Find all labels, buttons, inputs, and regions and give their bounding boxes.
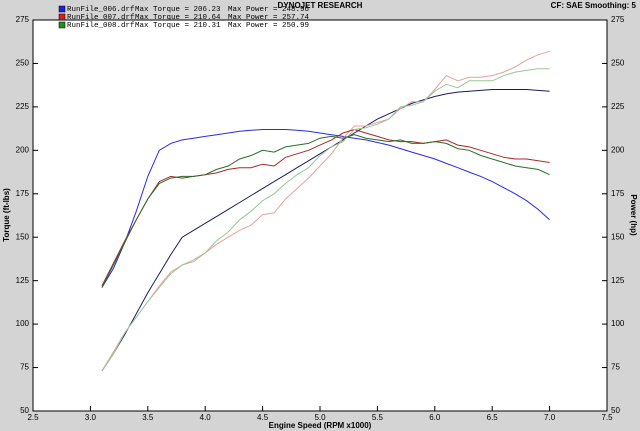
legend-torque: Max Torque = 210.64 — [135, 14, 221, 22]
legend-power: Max Power = 248.96 — [228, 6, 310, 14]
x-tick-label: 2.5 — [27, 413, 39, 422]
power-line — [101, 68, 550, 372]
chart-subtitle: CF: SAE Smoothing: 5 — [551, 1, 637, 10]
y-tick-label: 250 — [16, 59, 30, 68]
x-tick-label: 4.0 — [200, 413, 212, 422]
legend-power: Max Power = 257.74 — [228, 14, 310, 22]
y2-tick-label: 100 — [611, 319, 625, 328]
y-tick-label: 150 — [16, 232, 30, 241]
x-tick-label: 3.5 — [142, 413, 154, 422]
power-line — [101, 50, 550, 372]
y2-tick-label: 150 — [611, 232, 625, 241]
x-tick-label: 6.0 — [429, 413, 441, 422]
legend-torque: Max Torque = 206.23 — [135, 6, 221, 14]
legend-swatch — [58, 5, 66, 13]
y2-axis-title: Power (hp) — [629, 194, 638, 236]
y2-tick-label: 75 — [611, 363, 620, 372]
y-tick-label: 100 — [16, 319, 30, 328]
legend-name: RunFile_006.drf — [67, 6, 135, 14]
x-axis-title: Engine Speed (RPM x1000) — [269, 421, 372, 430]
chart-title: DYNOJET RESEARCH — [278, 1, 363, 10]
y-tick-label: 75 — [20, 363, 29, 372]
x-tick-label: 5.5 — [372, 413, 384, 422]
y-tick-label: 175 — [16, 189, 30, 198]
y2-tick-label: 200 — [611, 145, 625, 154]
x-tick-label: 4.5 — [257, 413, 269, 422]
x-tick-label: 6.5 — [487, 413, 499, 422]
torque-line — [101, 134, 550, 288]
legend-torque: Max Torque = 210.31 — [135, 22, 221, 30]
power-line — [101, 89, 550, 372]
y-tick-label: 275 — [16, 15, 30, 24]
legend-name: RunFile_007.drf — [67, 14, 135, 22]
y2-tick-label: 175 — [611, 189, 625, 198]
x-tick-label: 7.5 — [601, 413, 613, 422]
y-tick-label: 125 — [16, 276, 30, 285]
y2-tick-label: 250 — [611, 59, 625, 68]
y2-tick-label: 275 — [611, 15, 625, 24]
legend-swatch — [58, 13, 66, 21]
y2-tick-label: 125 — [611, 276, 625, 285]
y2-tick-label: 50 — [611, 406, 620, 415]
torque-line — [101, 129, 550, 288]
legend-name: RunFile_008.drf — [67, 22, 135, 30]
x-tick-label: 7.0 — [544, 413, 556, 422]
y-tick-label: 50 — [20, 406, 29, 415]
y-tick-label: 225 — [16, 102, 30, 111]
plot-area — [32, 19, 608, 412]
x-tick-label: 3.0 — [85, 413, 97, 422]
x-tick-label: 5.0 — [314, 413, 326, 422]
y-tick-label: 200 — [16, 145, 30, 154]
y-axis-title: Torque (ft-lbs) — [2, 188, 11, 242]
legend-power: Max Power = 250.99 — [228, 22, 309, 30]
legend-swatch — [58, 21, 66, 29]
y2-tick-label: 225 — [611, 102, 625, 111]
